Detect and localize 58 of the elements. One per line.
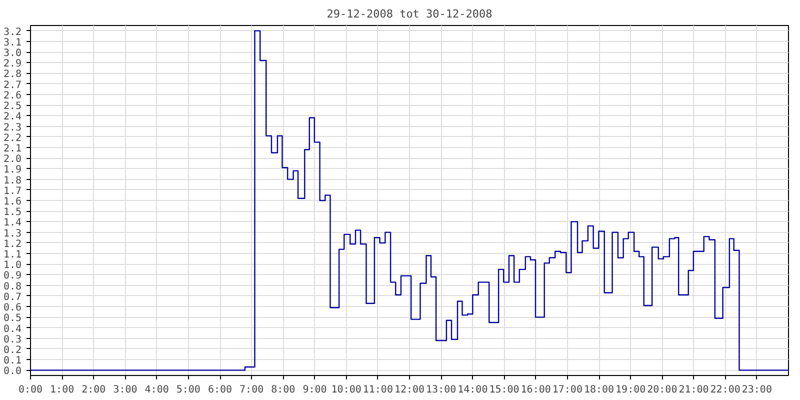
x-tick-label: 18:00 [584, 384, 614, 396]
y-tick-label: 0.4 [3, 324, 22, 335]
x-tick-label: 17:00 [552, 384, 582, 396]
y-tick-label: 0.2 [3, 344, 22, 356]
y-tick-label: 0.1 [3, 356, 22, 367]
x-tick-label: 4:00 [144, 384, 169, 396]
x-tick-label: 21:00 [678, 384, 709, 396]
x-tick-label: 2:00 [82, 384, 106, 396]
y-tick-label: 1.7 [3, 186, 22, 197]
x-tick-label: 13:00 [426, 384, 456, 396]
x-tick-label: 10:00 [331, 384, 362, 396]
y-tick-label: 2.2 [3, 132, 22, 144]
x-tick-label: 11:00 [362, 384, 393, 396]
x-tick-label: 19:00 [616, 384, 646, 396]
y-tick-label: 2.5 [3, 101, 22, 112]
y-tick-label: 1.0 [3, 260, 22, 272]
y-tick-label: 1.4 [3, 218, 22, 229]
x-tick-label: 12:00 [394, 384, 425, 396]
y-tick-label: 3.0 [3, 48, 22, 60]
y-tick-label: 3.1 [3, 37, 22, 48]
y-tick-label: 1.9 [3, 164, 22, 176]
y-tick-label: 1.2 [3, 238, 22, 250]
y-tick-label: 0.9 [3, 270, 22, 282]
x-tick-label: 8:00 [271, 384, 296, 396]
y-tick-label: 0.7 [3, 292, 22, 303]
x-tick-label: 9:00 [302, 384, 327, 396]
y-tick-label: 2.6 [3, 90, 22, 102]
x-tick-label: 14:00 [458, 384, 488, 396]
y-tick-label: 0.5 [3, 313, 22, 324]
x-tick-label: 1:00 [50, 384, 74, 396]
x-tick-label: 3:00 [113, 384, 138, 396]
y-tick-label: 0.0 [3, 366, 22, 378]
y-tick-label: 3.2 [3, 26, 22, 38]
y-tick-label: 2.1 [3, 143, 22, 154]
x-tick-label: 23:00 [742, 384, 772, 396]
y-tick-label: 2.8 [3, 69, 22, 80]
x-tick-label: 5:00 [176, 384, 200, 396]
x-tick-label: 16:00 [520, 384, 551, 396]
x-tick-label: 22:00 [710, 384, 740, 396]
y-tick-label: 2.3 [3, 122, 22, 134]
y-tick-label: 1.8 [3, 175, 22, 186]
x-tick-label: 0:00 [18, 384, 43, 396]
y-tick-label: 1.5 [3, 207, 22, 218]
y-tick-label: 2.0 [3, 154, 22, 166]
y-tick-label: 2.7 [3, 80, 22, 91]
y-tick-label: 0.3 [3, 334, 22, 346]
y-tick-label: 0.6 [3, 302, 22, 314]
x-tick-label: 15:00 [489, 384, 520, 396]
x-tick-label: 20:00 [647, 384, 678, 396]
y-tick-label: 1.6 [3, 196, 22, 208]
y-tick-label: 0.8 [3, 281, 22, 292]
y-tick-label: 2.9 [3, 58, 22, 70]
chart-title: 29-12-2008 tot 30-12-2008 [326, 8, 492, 20]
x-tick-label: 6:00 [208, 384, 232, 396]
y-tick-label: 2.4 [3, 112, 22, 123]
y-tick-label: 1.3 [3, 228, 22, 240]
y-tick-label: 1.1 [3, 250, 22, 261]
x-tick-label: 7:00 [240, 384, 264, 396]
